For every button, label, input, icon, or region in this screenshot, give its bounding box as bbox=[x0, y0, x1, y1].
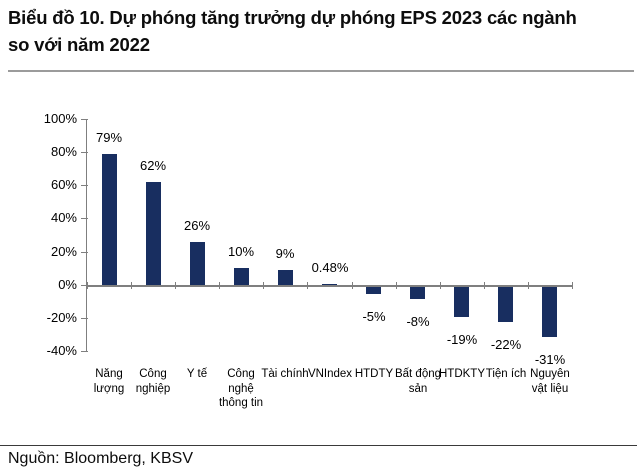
category-label: Nguyên vật liệu bbox=[530, 368, 570, 395]
y-axis-tick bbox=[81, 318, 88, 319]
category-label: Năng lượng bbox=[93, 368, 125, 395]
y-axis-tick-label: -20% bbox=[46, 310, 77, 325]
bar bbox=[146, 182, 161, 285]
source-text: Nguồn: Bloomberg, KBSV bbox=[8, 450, 193, 467]
bar-value-label: 10% bbox=[227, 244, 255, 259]
bar-value-label: 62% bbox=[139, 158, 167, 173]
y-axis-tick-label: 20% bbox=[50, 244, 77, 259]
y-axis-tick-label: 60% bbox=[50, 177, 77, 192]
y-axis-tick-label: 80% bbox=[50, 144, 77, 159]
y-axis-tick bbox=[81, 351, 88, 352]
y-axis-tick-label: 0% bbox=[58, 277, 77, 292]
y-axis-tick-label: -40% bbox=[46, 343, 77, 358]
category-label: HTDKTY bbox=[439, 368, 485, 380]
footer-divider bbox=[0, 445, 637, 446]
category-label: Bất động sản bbox=[394, 368, 442, 395]
y-axis-tick bbox=[81, 152, 88, 153]
category-label: Tài chính bbox=[261, 368, 309, 380]
y-axis-tick bbox=[81, 218, 88, 219]
y-axis-tick-label: 40% bbox=[50, 210, 77, 225]
x-axis-tick bbox=[572, 282, 573, 289]
bar bbox=[410, 286, 425, 299]
bar-value-label: -5% bbox=[362, 309, 386, 324]
category-label: Công nghiệp bbox=[135, 368, 171, 395]
bar-value-label: 0.48% bbox=[311, 260, 349, 275]
bar bbox=[278, 270, 293, 285]
bar-value-label: -19% bbox=[446, 332, 478, 347]
bar-value-label: 9% bbox=[275, 246, 295, 261]
y-axis-tick bbox=[81, 185, 88, 186]
category-label: Công nghệ thông tin bbox=[218, 368, 264, 409]
category-label: Tiện ích bbox=[485, 368, 527, 380]
y-axis-tick bbox=[81, 119, 88, 120]
bar bbox=[322, 284, 337, 285]
bar bbox=[234, 268, 249, 285]
chart-title: Biểu đồ 10. Dự phóng tăng trưởng dự phón… bbox=[8, 4, 634, 58]
category-label: Y tế bbox=[186, 368, 208, 380]
bar-value-label: 79% bbox=[95, 130, 123, 145]
bar bbox=[190, 242, 205, 285]
y-axis-tick-label: 100% bbox=[43, 111, 77, 126]
y-axis-tick bbox=[81, 252, 88, 253]
bar-value-label: 26% bbox=[183, 218, 211, 233]
bar-value-label: -22% bbox=[490, 337, 522, 352]
bar bbox=[542, 286, 557, 337]
category-label: HTDTY bbox=[354, 368, 394, 380]
title-divider bbox=[8, 70, 634, 72]
chart-title-line2: so với năm 2022 bbox=[8, 34, 150, 55]
bar bbox=[498, 286, 513, 322]
bar-value-label: -8% bbox=[406, 314, 430, 329]
bar bbox=[102, 154, 117, 285]
bar bbox=[454, 286, 469, 317]
bar bbox=[366, 286, 381, 294]
x-axis-line bbox=[86, 285, 572, 287]
chart-title-line1: Biểu đồ 10. Dự phóng tăng trưởng dự phón… bbox=[8, 7, 577, 28]
y-axis-tick bbox=[81, 285, 88, 286]
bar-value-label: -31% bbox=[534, 352, 566, 367]
category-label: VNIndex bbox=[307, 368, 353, 380]
y-axis-line bbox=[86, 119, 87, 351]
